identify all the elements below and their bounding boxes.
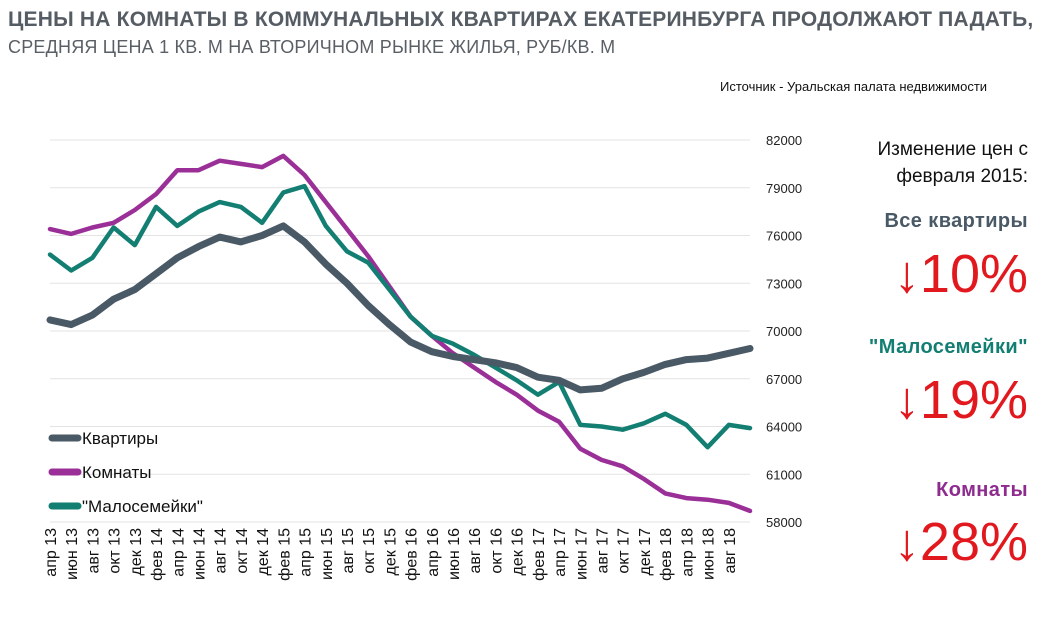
legend-label: Квартиры xyxy=(82,429,158,448)
panel-label-all-apartments: Все квартиры xyxy=(884,210,1028,232)
x-tick-label: апр 18 xyxy=(679,528,696,577)
x-tick-label: апр 17 xyxy=(552,528,569,577)
y-tick-label: 58000 xyxy=(766,515,802,530)
source-note: Источник - Уральская палата недвижимости xyxy=(720,79,988,94)
x-tick-label: июн 16 xyxy=(446,528,463,580)
x-tick-label: окт 14 xyxy=(234,528,251,574)
x-tick-label: авг 16 xyxy=(467,528,484,574)
chart-legend: Квартиры Комнаты "Малосемейки" xyxy=(48,429,203,516)
x-tick-label: дек 13 xyxy=(128,528,145,576)
x-tick-label: апр 13 xyxy=(43,528,60,577)
percent-value: 19% xyxy=(919,370,1028,430)
x-tick-label: июн 13 xyxy=(64,528,81,580)
x-tick-label: дек 15 xyxy=(382,528,399,576)
x-tick-label: июн 17 xyxy=(573,528,590,580)
legend-label: Комнаты xyxy=(82,463,152,482)
x-tick-label: апр 16 xyxy=(425,528,442,577)
y-tick-label: 73000 xyxy=(766,276,802,291)
chart-grid xyxy=(50,139,750,523)
x-tick-label: дек 14 xyxy=(255,528,272,576)
x-tick-label: фев 14 xyxy=(149,528,166,581)
y-tick-label: 64000 xyxy=(766,420,802,435)
x-tick-label: авг 14 xyxy=(213,528,230,574)
x-tick-label: окт 17 xyxy=(616,528,633,574)
x-tick-label: авг 17 xyxy=(595,528,612,574)
x-tick-label: фев 15 xyxy=(276,528,293,581)
x-axis: апр 13 июн 13 авг 13 окт 13 дек 13 фев 14 апр … xyxy=(43,528,739,581)
series-layer xyxy=(46,153,754,514)
panel-label-rooms: Комнаты xyxy=(936,479,1028,501)
x-tick-label: окт 15 xyxy=(361,528,378,574)
y-tick-label: 82000 xyxy=(766,133,802,148)
panel-label-small-apartments: "Малосемейки" xyxy=(868,336,1028,358)
x-tick-label: дек 16 xyxy=(510,528,527,576)
down-arrow-icon: ↓ xyxy=(893,246,920,304)
down-arrow-icon: ↓ xyxy=(893,514,920,572)
percent-value: 10% xyxy=(919,244,1028,304)
x-tick-label: фев 18 xyxy=(658,528,675,581)
x-tick-label: окт 13 xyxy=(107,528,124,574)
y-tick-label: 79000 xyxy=(766,181,802,196)
series-line-2 xyxy=(47,183,753,450)
x-tick-label: фев 17 xyxy=(531,528,548,581)
series-line-0 xyxy=(46,222,754,394)
percent-value: 28% xyxy=(919,512,1028,572)
x-tick-label: окт 16 xyxy=(488,528,505,574)
y-axis: 58000 61000 64000 67000 70000 73000 76000 79000… xyxy=(766,133,802,530)
y-tick-label: 70000 xyxy=(766,324,802,339)
x-tick-label: дек 17 xyxy=(637,528,654,576)
legend-label: "Малосемейки" xyxy=(82,497,203,516)
x-tick-label: авг 13 xyxy=(85,528,102,574)
x-tick-label: июн 15 xyxy=(319,528,336,580)
x-tick-label: июн 14 xyxy=(191,528,208,580)
down-arrow-icon: ↓ xyxy=(893,372,920,430)
chart-title: ЦЕНЫ НА КОМНАТЫ В КОММУНАЛЬНЫХ КВАРТИРАХ… xyxy=(8,8,1034,31)
chart-subtitle: СРЕДНЯЯ ЦЕНА 1 КВ. М НА ВТОРИЧНОМ РЫНКЕ … xyxy=(8,37,616,57)
y-tick-label: 76000 xyxy=(766,229,802,244)
x-tick-label: апр 14 xyxy=(170,528,187,577)
panel-value-all-apartments: ↓10% xyxy=(780,244,1028,305)
panel-value-small-apartments: ↓19% xyxy=(780,370,1028,431)
y-tick-label: 61000 xyxy=(766,467,802,482)
x-tick-label: апр 15 xyxy=(298,528,315,577)
x-tick-label: авг 18 xyxy=(722,528,739,574)
x-tick-label: фев 16 xyxy=(404,528,421,581)
panel-value-rooms: ↓28% xyxy=(780,512,1028,573)
x-tick-label: авг 15 xyxy=(340,528,357,574)
y-tick-label: 67000 xyxy=(766,372,802,387)
x-tick-label: июн 18 xyxy=(701,528,718,580)
panel-heading: Изменение цен с февраля 2015: xyxy=(877,139,1028,187)
